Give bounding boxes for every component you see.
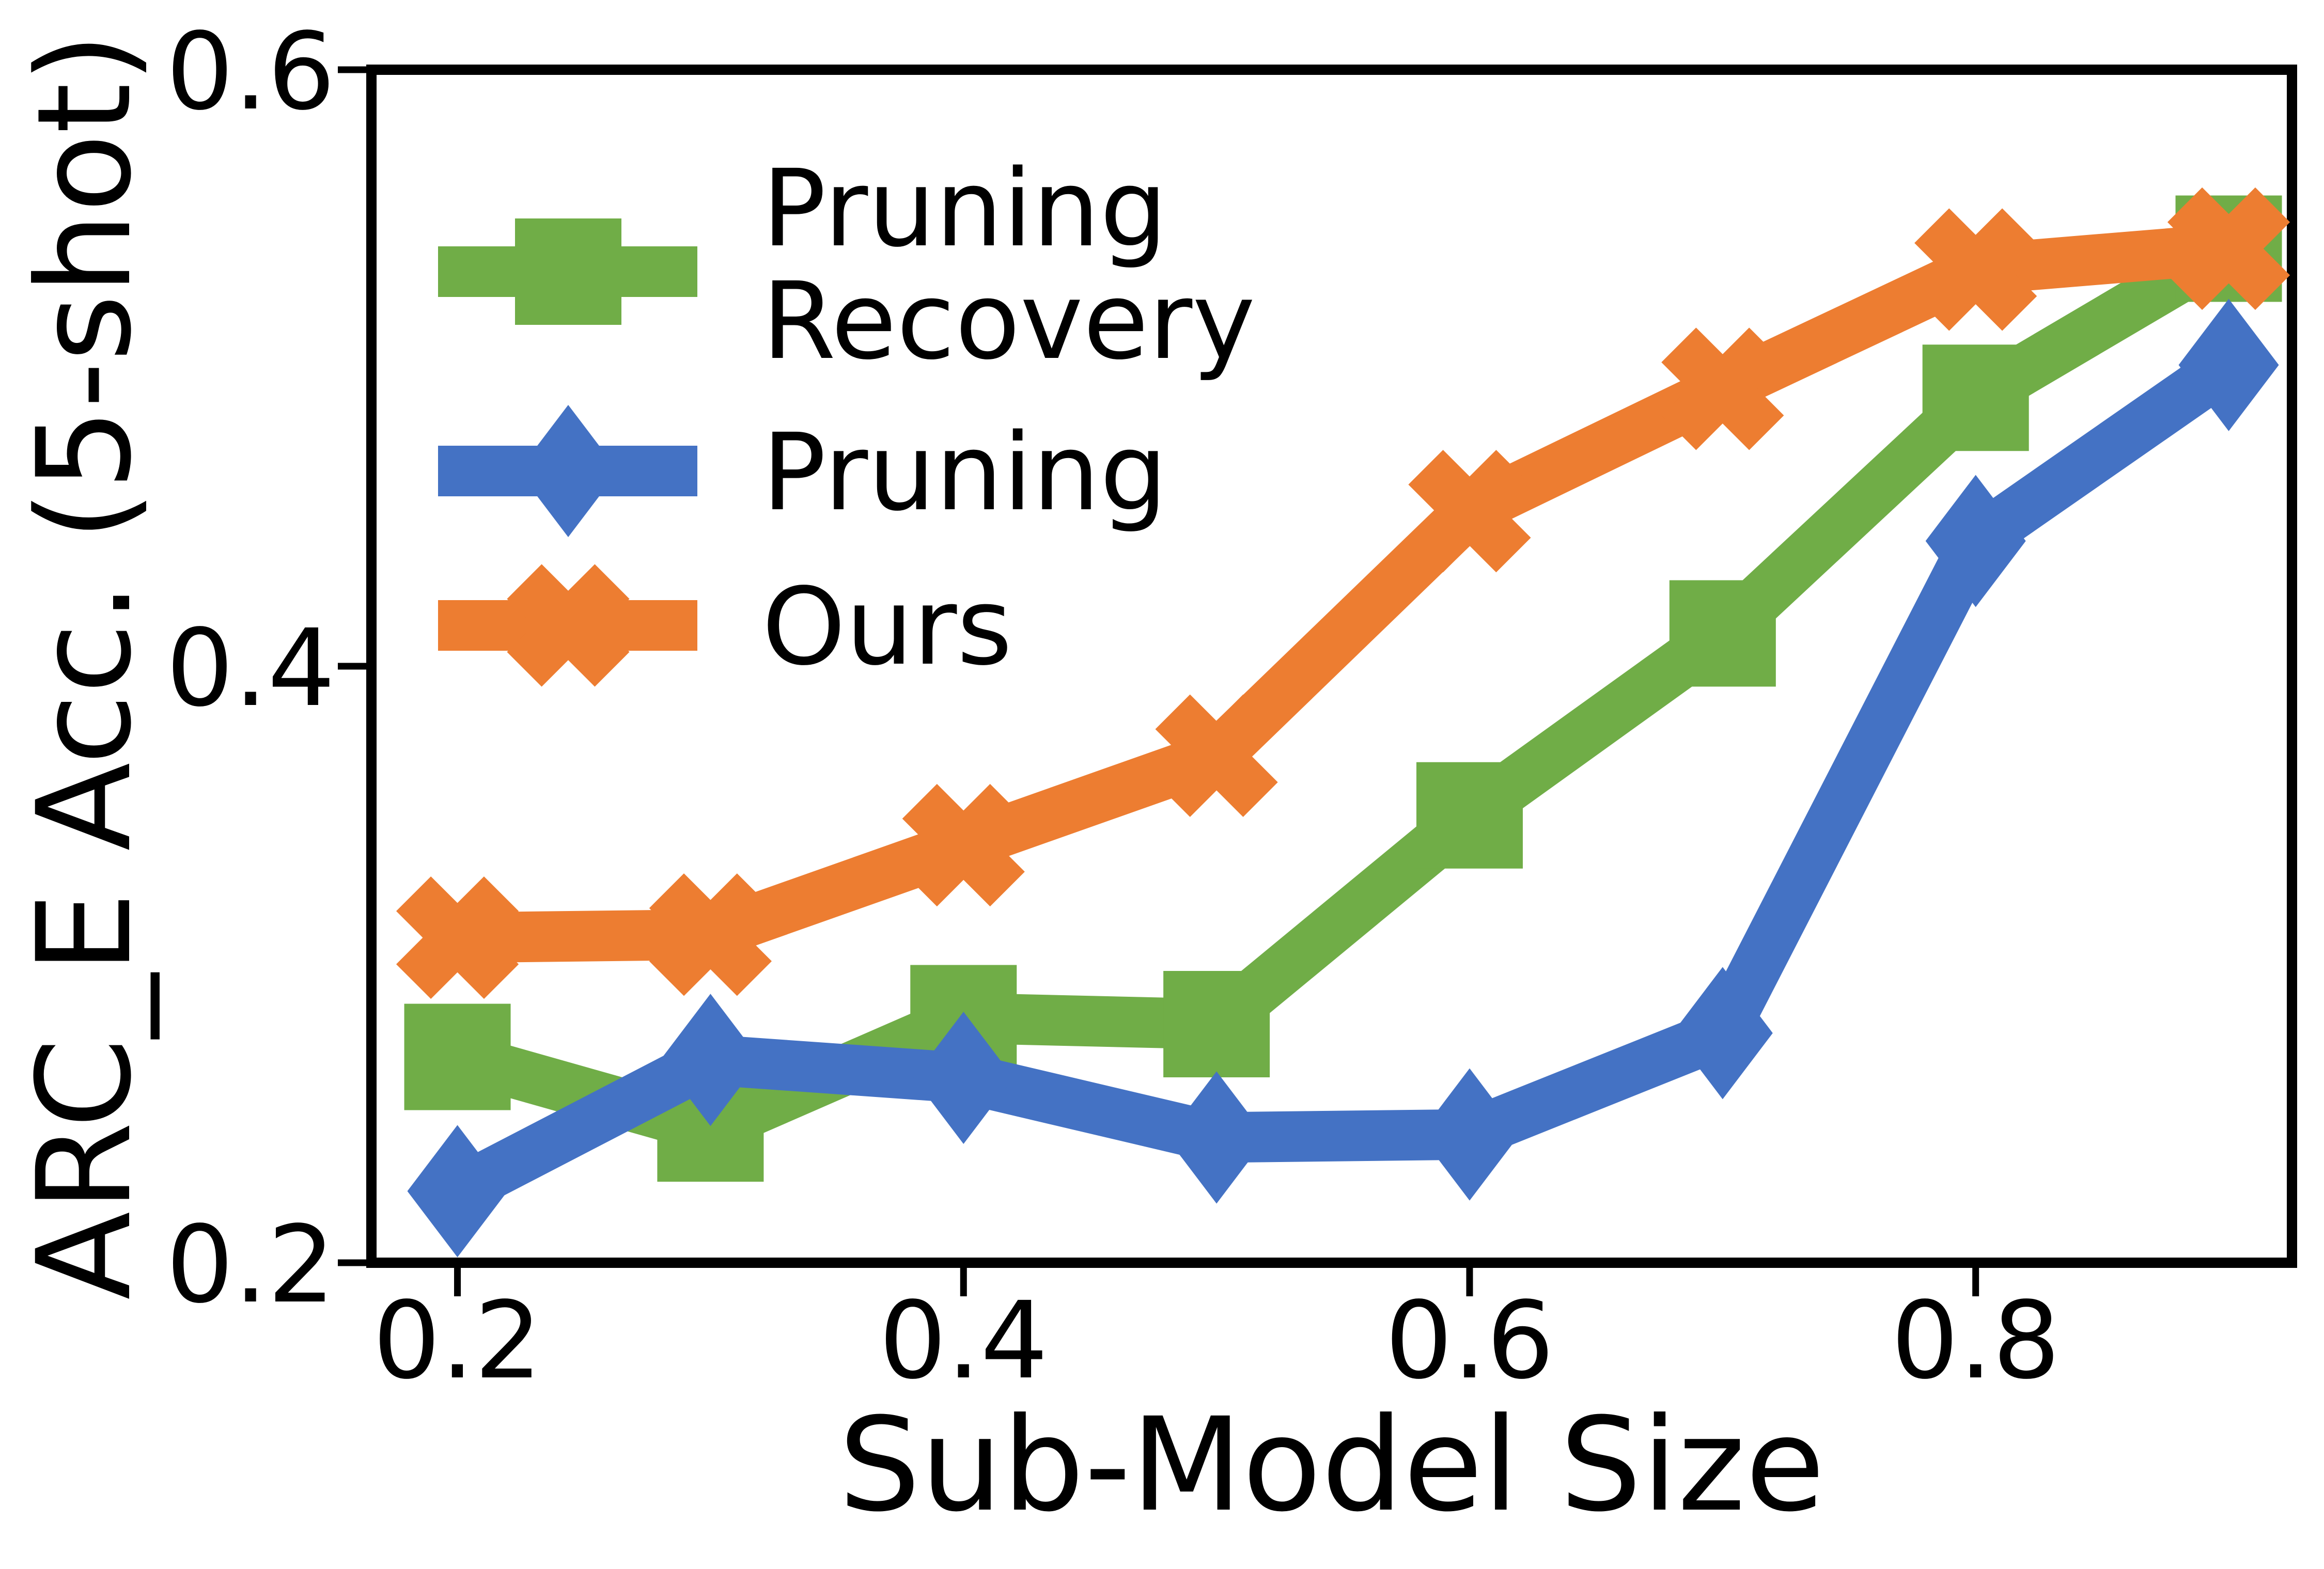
y-axis: 0.2 0.4 0.6 xyxy=(166,10,366,1327)
legend-label-pruning: Pruning xyxy=(762,411,1167,535)
series-marker-ours xyxy=(649,873,772,996)
series-marker-ours xyxy=(2167,187,2290,310)
series-layer xyxy=(396,187,2290,1258)
series-marker-pruning-recovery xyxy=(1416,762,1523,869)
y-tick-label: 0.4 xyxy=(166,606,335,730)
series-marker-pruning-recovery xyxy=(1163,971,1270,1077)
series-marker-pruning-recovery xyxy=(404,1003,511,1110)
x-tick-label: 0.2 xyxy=(373,1279,542,1403)
series-marker-pruning xyxy=(1925,475,2026,607)
legend: Pruning Recovery Pruning Ours xyxy=(438,147,1255,689)
x-tick-label: 0.8 xyxy=(1891,1279,2061,1403)
series-marker-pruning xyxy=(407,1125,508,1258)
y-axis-label: ARC_E Acc. (5-shot) xyxy=(9,33,160,1300)
series-marker-pruning-recovery xyxy=(1669,580,1776,687)
axes-frame xyxy=(366,65,2297,1268)
series-marker-pruning xyxy=(2178,299,2279,431)
series-marker-pruning xyxy=(660,994,761,1126)
y-tick-label: 0.2 xyxy=(166,1203,335,1327)
legend-marker-ours xyxy=(507,564,630,687)
series-marker-ours xyxy=(396,876,519,999)
series-marker-ours xyxy=(902,783,1025,907)
legend-marker-pruning-recovery xyxy=(515,218,621,325)
series-marker-pruning xyxy=(1166,1071,1267,1204)
series-marker-pruning xyxy=(1419,1068,1520,1201)
series-marker-ours xyxy=(1914,208,2037,331)
x-tick-label: 0.4 xyxy=(879,1279,1048,1403)
y-tick-label: 0.6 xyxy=(166,10,335,134)
series-marker-pruning xyxy=(913,1011,1014,1144)
legend-marker-pruning xyxy=(518,405,618,537)
legend-samples xyxy=(438,218,697,687)
x-tick-label: 0.6 xyxy=(1385,1279,1554,1403)
series-marker-pruning xyxy=(1672,967,1773,1100)
legend-label-pruning-recovery-line1: Pruning xyxy=(762,147,1167,271)
series-marker-ours xyxy=(1155,694,1278,817)
series-marker-ours xyxy=(1408,450,1531,573)
series-marker-ours xyxy=(1661,327,1784,450)
legend-label-pruning-recovery-line2: Recovery xyxy=(762,259,1255,383)
series-marker-pruning-recovery xyxy=(1922,344,2029,451)
x-axis: 0.2 0.4 0.6 0.8 xyxy=(373,1268,2061,1403)
legend-label-ours: Ours xyxy=(762,565,1012,689)
x-axis-label: Sub-Model Size xyxy=(838,1390,1824,1540)
